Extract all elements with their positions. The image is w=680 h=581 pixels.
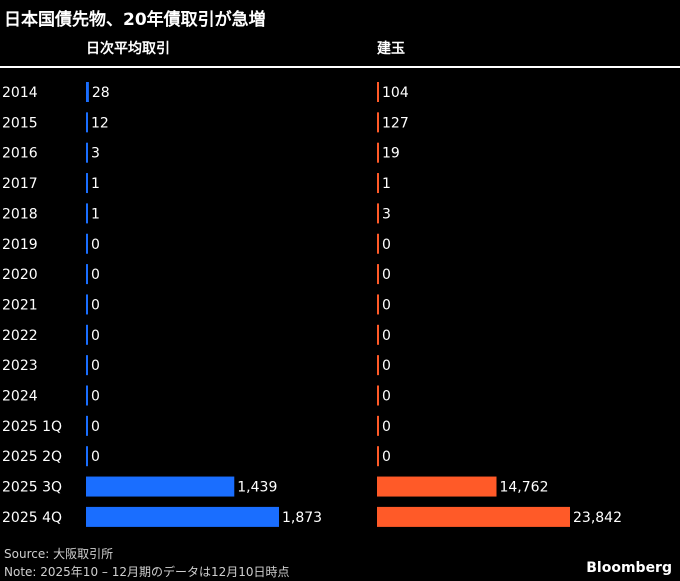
open-interest-value-label: 127 [382, 115, 409, 131]
category-label: 2025 2Q [2, 449, 62, 465]
bar-chart: 2014 2015 2016 2017 2018 2019 2020 2021 2022 2023… [2, 82, 622, 527]
category-label: 2025 1Q [2, 419, 62, 435]
daily-volume-value-label: 0 [91, 328, 100, 344]
open-interest-value-label: 104 [382, 85, 409, 101]
open-interest-value-label: 0 [382, 297, 391, 313]
daily-volume-bar [86, 203, 88, 224]
daily-volume-bar [86, 82, 89, 102]
category-label: 2014 [2, 85, 38, 101]
open-interest-bar [377, 355, 379, 376]
header-divider [0, 66, 680, 68]
open-interest-panel-title: 建玉 [377, 41, 405, 57]
open-interest-value-label: 0 [382, 237, 391, 253]
open-interest-bar [377, 506, 570, 527]
category-label: 2025 3Q [2, 480, 62, 496]
daily-volume-value-label: 28 [92, 85, 110, 101]
open-interest-bar [377, 112, 379, 133]
daily-volume-bar [86, 233, 88, 254]
open-interest-value-label: 19 [382, 146, 400, 162]
daily-volume-bar [86, 355, 88, 376]
daily-volume-panel-title: 日次平均取引 [86, 41, 170, 57]
daily-volume-bar [86, 324, 88, 345]
open-interest-value-label: 0 [382, 449, 391, 465]
category-label: 2018 [2, 206, 38, 222]
daily-volume-value-label: 1,873 [282, 510, 322, 526]
note-text: Note: 2025年10 – 12月期のデータは12月10日時点 [4, 565, 290, 579]
daily-volume-value-label: 3 [91, 146, 100, 162]
open-interest-value-label: 0 [382, 389, 391, 405]
open-interest-bar [377, 294, 379, 315]
category-label: 2016 [2, 146, 38, 162]
daily-volume-value-label: 1 [91, 176, 100, 192]
daily-volume-value-label: 0 [91, 297, 100, 313]
open-interest-bar [377, 142, 379, 163]
daily-volume-bar [86, 506, 279, 527]
daily-volume-bar [86, 264, 88, 285]
category-label: 2021 [2, 297, 38, 313]
open-interest-bar [377, 385, 379, 406]
open-interest-bar [377, 415, 379, 436]
open-interest-value-label: 14,762 [499, 480, 548, 496]
open-interest-value-label: 1 [382, 176, 391, 192]
category-label: 2022 [2, 328, 38, 344]
open-interest-value-label: 0 [382, 358, 391, 374]
open-interest-bar [377, 233, 379, 254]
open-interest-value-label: 3 [382, 206, 391, 222]
daily-volume-bar [86, 294, 88, 315]
category-label: 2019 [2, 237, 38, 253]
daily-volume-bar [86, 173, 88, 194]
daily-volume-bar [86, 476, 235, 497]
bloomberg-logo: Bloomberg [586, 560, 672, 576]
daily-volume-value-label: 1 [91, 206, 100, 222]
open-interest-bar [377, 82, 379, 102]
open-interest-value-label: 23,842 [573, 510, 622, 526]
daily-volume-value-label: 0 [91, 419, 100, 435]
open-interest-value-label: 0 [382, 328, 391, 344]
daily-volume-bar [86, 415, 88, 436]
category-label: 2017 [2, 176, 38, 192]
daily-volume-bar [86, 142, 88, 163]
category-label: 2015 [2, 115, 38, 131]
source-text: Source: 大阪取引所 [4, 547, 114, 561]
open-interest-bar [377, 203, 379, 224]
open-interest-bar [377, 476, 497, 497]
daily-volume-bar [86, 112, 88, 133]
category-label: 2020 [2, 267, 38, 283]
daily-volume-bar [86, 385, 88, 406]
daily-volume-bar [86, 446, 88, 467]
open-interest-value-label: 0 [382, 267, 391, 283]
daily-volume-value-label: 1,439 [237, 480, 277, 496]
open-interest-bar [377, 264, 379, 285]
daily-volume-value-label: 0 [91, 449, 100, 465]
open-interest-value-label: 0 [382, 419, 391, 435]
category-label: 2025 4Q [2, 510, 62, 526]
daily-volume-value-label: 0 [91, 358, 100, 374]
daily-volume-value-label: 0 [91, 267, 100, 283]
category-label: 2023 [2, 358, 38, 374]
daily-volume-value-label: 12 [91, 115, 109, 131]
daily-volume-value-label: 0 [91, 389, 100, 405]
open-interest-bar [377, 173, 379, 194]
category-label: 2024 [2, 389, 38, 405]
chart-title: 日本国債先物、20年債取引が急増 [4, 10, 266, 30]
open-interest-bar [377, 324, 379, 345]
open-interest-bar [377, 446, 379, 467]
daily-volume-value-label: 0 [91, 237, 100, 253]
